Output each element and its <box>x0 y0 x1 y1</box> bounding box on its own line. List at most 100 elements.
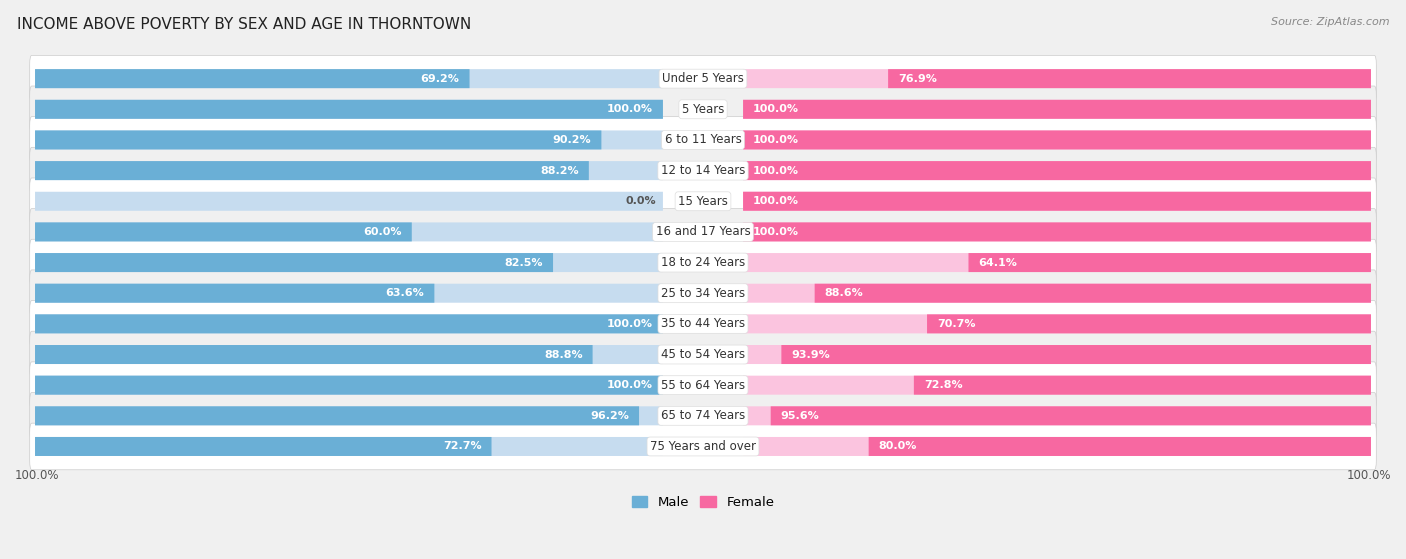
Text: 75 Years and over: 75 Years and over <box>650 440 756 453</box>
Text: 16 and 17 Years: 16 and 17 Years <box>655 225 751 238</box>
FancyBboxPatch shape <box>30 178 1376 225</box>
FancyBboxPatch shape <box>744 192 1371 211</box>
FancyBboxPatch shape <box>744 253 1371 272</box>
Text: 100.0%: 100.0% <box>607 105 652 114</box>
FancyBboxPatch shape <box>35 314 662 333</box>
Text: 72.7%: 72.7% <box>443 442 481 452</box>
FancyBboxPatch shape <box>35 376 662 395</box>
FancyBboxPatch shape <box>744 437 1371 456</box>
Text: 5 Years: 5 Years <box>682 103 724 116</box>
Text: 96.2%: 96.2% <box>591 411 628 421</box>
Text: 100.0%: 100.0% <box>15 470 59 482</box>
Text: 15 Years: 15 Years <box>678 195 728 208</box>
FancyBboxPatch shape <box>30 301 1376 347</box>
FancyBboxPatch shape <box>35 437 492 456</box>
Text: 12 to 14 Years: 12 to 14 Years <box>661 164 745 177</box>
FancyBboxPatch shape <box>35 437 662 456</box>
Text: 100.0%: 100.0% <box>607 380 652 390</box>
Text: 100.0%: 100.0% <box>754 135 799 145</box>
FancyBboxPatch shape <box>30 86 1376 132</box>
FancyBboxPatch shape <box>30 209 1376 255</box>
FancyBboxPatch shape <box>30 362 1376 409</box>
Text: 90.2%: 90.2% <box>553 135 592 145</box>
FancyBboxPatch shape <box>35 192 662 211</box>
Text: 65 to 74 Years: 65 to 74 Years <box>661 409 745 422</box>
FancyBboxPatch shape <box>744 100 1371 119</box>
Text: 6 to 11 Years: 6 to 11 Years <box>665 134 741 146</box>
FancyBboxPatch shape <box>35 222 412 241</box>
FancyBboxPatch shape <box>35 345 592 364</box>
FancyBboxPatch shape <box>35 345 662 364</box>
FancyBboxPatch shape <box>30 423 1376 470</box>
Text: 72.8%: 72.8% <box>924 380 963 390</box>
FancyBboxPatch shape <box>914 376 1371 395</box>
FancyBboxPatch shape <box>35 284 662 303</box>
Text: 25 to 34 Years: 25 to 34 Years <box>661 287 745 300</box>
Text: 76.9%: 76.9% <box>898 74 936 84</box>
FancyBboxPatch shape <box>969 253 1371 272</box>
FancyBboxPatch shape <box>35 69 662 88</box>
Text: 35 to 44 Years: 35 to 44 Years <box>661 318 745 330</box>
FancyBboxPatch shape <box>744 284 1371 303</box>
FancyBboxPatch shape <box>744 69 1371 88</box>
Text: 70.7%: 70.7% <box>936 319 976 329</box>
Text: Source: ZipAtlas.com: Source: ZipAtlas.com <box>1271 17 1389 27</box>
Text: 18 to 24 Years: 18 to 24 Years <box>661 256 745 269</box>
Text: 88.6%: 88.6% <box>825 288 863 298</box>
FancyBboxPatch shape <box>30 148 1376 194</box>
FancyBboxPatch shape <box>889 69 1371 88</box>
FancyBboxPatch shape <box>744 376 1371 395</box>
Text: 100.0%: 100.0% <box>754 165 799 176</box>
Text: 82.5%: 82.5% <box>505 258 543 268</box>
Text: 100.0%: 100.0% <box>1347 470 1391 482</box>
Text: 100.0%: 100.0% <box>754 105 799 114</box>
FancyBboxPatch shape <box>35 130 662 149</box>
Text: 0.0%: 0.0% <box>626 196 657 206</box>
FancyBboxPatch shape <box>35 376 662 395</box>
Text: 100.0%: 100.0% <box>607 319 652 329</box>
FancyBboxPatch shape <box>744 130 1371 149</box>
Text: 93.9%: 93.9% <box>792 349 830 359</box>
FancyBboxPatch shape <box>35 161 662 180</box>
FancyBboxPatch shape <box>30 55 1376 102</box>
FancyBboxPatch shape <box>30 392 1376 439</box>
Text: Under 5 Years: Under 5 Years <box>662 72 744 85</box>
FancyBboxPatch shape <box>35 222 662 241</box>
Text: 88.8%: 88.8% <box>544 349 582 359</box>
FancyBboxPatch shape <box>744 345 1371 364</box>
FancyBboxPatch shape <box>744 161 1371 180</box>
Legend: Male, Female: Male, Female <box>626 491 780 514</box>
FancyBboxPatch shape <box>35 161 589 180</box>
FancyBboxPatch shape <box>744 192 1371 211</box>
FancyBboxPatch shape <box>30 331 1376 378</box>
FancyBboxPatch shape <box>744 100 1371 119</box>
FancyBboxPatch shape <box>30 117 1376 163</box>
FancyBboxPatch shape <box>770 406 1371 425</box>
FancyBboxPatch shape <box>869 437 1371 456</box>
FancyBboxPatch shape <box>35 100 662 119</box>
Text: 95.6%: 95.6% <box>780 411 820 421</box>
FancyBboxPatch shape <box>30 239 1376 286</box>
FancyBboxPatch shape <box>744 130 1371 149</box>
FancyBboxPatch shape <box>35 253 553 272</box>
FancyBboxPatch shape <box>744 222 1371 241</box>
FancyBboxPatch shape <box>744 222 1371 241</box>
FancyBboxPatch shape <box>35 406 640 425</box>
Text: 69.2%: 69.2% <box>420 74 460 84</box>
Text: 63.6%: 63.6% <box>385 288 425 298</box>
Text: 64.1%: 64.1% <box>979 258 1018 268</box>
FancyBboxPatch shape <box>35 130 602 149</box>
FancyBboxPatch shape <box>35 314 662 333</box>
Text: 100.0%: 100.0% <box>754 227 799 237</box>
Text: INCOME ABOVE POVERTY BY SEX AND AGE IN THORNTOWN: INCOME ABOVE POVERTY BY SEX AND AGE IN T… <box>17 17 471 32</box>
FancyBboxPatch shape <box>744 161 1371 180</box>
FancyBboxPatch shape <box>35 284 434 303</box>
FancyBboxPatch shape <box>782 345 1371 364</box>
FancyBboxPatch shape <box>814 284 1371 303</box>
FancyBboxPatch shape <box>744 406 1371 425</box>
FancyBboxPatch shape <box>35 253 662 272</box>
FancyBboxPatch shape <box>35 69 470 88</box>
FancyBboxPatch shape <box>744 314 1371 333</box>
Text: 88.2%: 88.2% <box>540 165 579 176</box>
Text: 60.0%: 60.0% <box>363 227 402 237</box>
